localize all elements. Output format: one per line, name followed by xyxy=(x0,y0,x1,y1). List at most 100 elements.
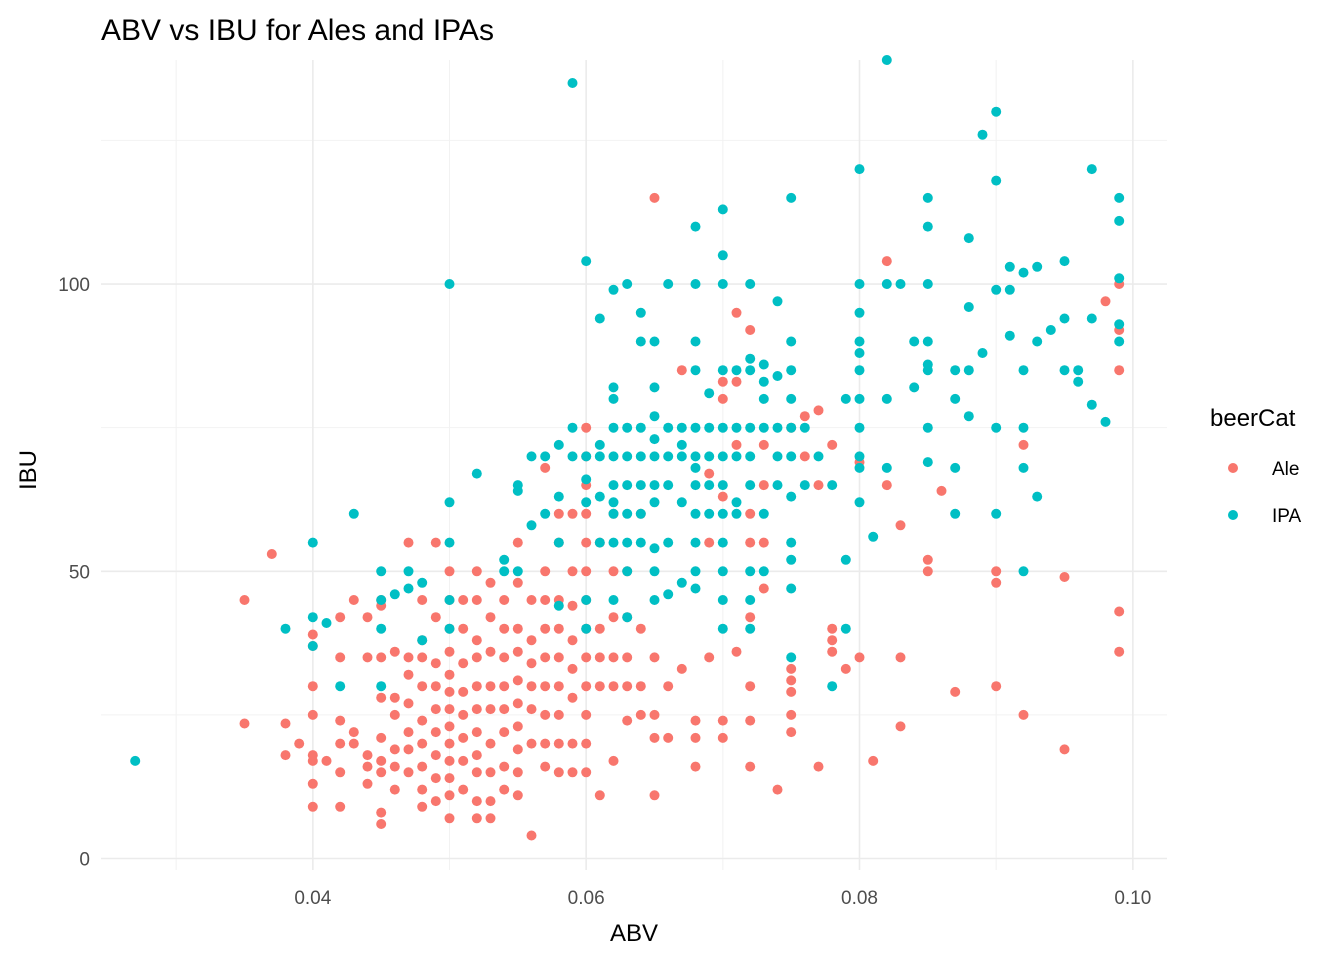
data-point-ale xyxy=(403,727,414,738)
data-point-ipa xyxy=(417,635,428,646)
data-point-ale xyxy=(444,738,455,749)
data-point-ale xyxy=(444,773,455,784)
data-point-ipa xyxy=(1018,365,1029,376)
data-point-ipa xyxy=(1018,462,1029,473)
data-point-ipa xyxy=(581,595,592,605)
data-point-ipa xyxy=(745,422,756,433)
data-point-ale xyxy=(704,537,715,548)
data-point-ale xyxy=(1114,365,1125,376)
data-point-ipa xyxy=(663,422,674,433)
data-point-ipa xyxy=(745,353,756,364)
data-point-ipa xyxy=(553,600,564,611)
data-point-ipa xyxy=(594,439,605,450)
data-point-ale xyxy=(403,744,414,755)
data-point-ipa xyxy=(608,284,619,295)
data-point-ale xyxy=(553,681,564,692)
data-point-ale xyxy=(1100,296,1111,307)
data-point-ale xyxy=(499,784,510,795)
data-point-ale xyxy=(717,376,728,387)
data-point-ipa xyxy=(840,554,851,565)
data-points xyxy=(130,55,1125,841)
data-point-ale xyxy=(389,646,400,657)
data-point-ipa xyxy=(786,491,797,502)
data-point-ipa xyxy=(772,480,783,491)
data-point-ipa xyxy=(663,451,674,462)
data-point-ale xyxy=(758,439,769,450)
data-point-ale xyxy=(540,566,551,577)
data-point-ale xyxy=(458,709,469,720)
data-point-ipa xyxy=(471,468,482,479)
data-point-ale xyxy=(444,566,455,577)
data-point-ipa xyxy=(922,365,933,376)
data-point-ipa xyxy=(130,755,141,766)
data-point-ipa xyxy=(704,451,715,462)
data-point-ipa xyxy=(704,480,715,491)
data-point-ale xyxy=(376,652,387,663)
data-point-ipa xyxy=(963,302,974,312)
data-point-ale xyxy=(348,595,359,605)
legend-title: beerCat xyxy=(1210,405,1296,432)
data-point-ale xyxy=(280,750,291,761)
data-point-ipa xyxy=(608,537,619,548)
data-point-ale xyxy=(417,761,428,772)
data-point-ipa xyxy=(499,554,510,565)
data-point-ipa xyxy=(758,508,769,519)
data-point-ale xyxy=(376,767,387,778)
data-point-ale xyxy=(827,623,838,634)
data-point-ale xyxy=(553,623,564,634)
data-point-ale xyxy=(376,755,387,766)
data-point-ale xyxy=(608,566,619,577)
data-point-ipa xyxy=(376,681,387,692)
data-point-ipa xyxy=(307,537,318,548)
data-point-ale xyxy=(444,721,455,732)
data-point-ale xyxy=(1114,646,1125,657)
data-point-ipa xyxy=(663,480,674,491)
data-point-ale xyxy=(499,623,510,634)
data-point-ipa xyxy=(868,531,879,542)
data-point-ale xyxy=(417,738,428,749)
data-point-ale xyxy=(376,819,387,829)
data-point-ipa xyxy=(526,451,537,462)
data-point-ale xyxy=(499,595,510,605)
data-point-ipa xyxy=(745,480,756,491)
data-point-ipa xyxy=(786,365,797,376)
data-point-ale xyxy=(567,635,578,646)
data-point-ipa xyxy=(840,393,851,404)
data-point-ipa xyxy=(512,566,523,577)
data-point-ipa xyxy=(553,537,564,548)
data-point-ipa xyxy=(444,537,455,548)
data-point-ipa xyxy=(745,566,756,577)
data-point-ale xyxy=(280,718,291,729)
data-point-ipa xyxy=(799,480,810,491)
data-point-ale xyxy=(430,704,441,715)
data-point-ale xyxy=(444,686,455,697)
data-point-ale xyxy=(649,652,660,663)
data-point-ale xyxy=(471,595,482,605)
data-point-ale xyxy=(704,652,715,663)
data-point-ipa xyxy=(581,451,592,462)
data-point-ale xyxy=(581,738,592,749)
data-point-ale xyxy=(403,698,414,709)
legend: beerCat Ale IPA xyxy=(1210,405,1302,527)
data-point-ale xyxy=(608,681,619,692)
data-point-ale xyxy=(540,761,551,772)
data-point-ale xyxy=(717,393,728,404)
data-point-ipa xyxy=(991,508,1002,519)
data-point-ale xyxy=(594,790,605,801)
data-point-ipa xyxy=(635,307,646,318)
data-point-ale xyxy=(1018,709,1029,720)
data-point-ale xyxy=(307,629,318,640)
data-point-ipa xyxy=(1073,376,1084,387)
data-point-ipa xyxy=(499,566,510,577)
data-point-ale xyxy=(840,663,851,674)
data-point-ale xyxy=(294,738,305,749)
data-point-ipa xyxy=(772,296,783,307)
data-point-ale xyxy=(266,549,277,559)
data-point-ipa xyxy=(909,336,920,347)
data-point-ipa xyxy=(731,497,742,508)
data-point-ale xyxy=(471,635,482,646)
data-point-ale xyxy=(430,796,441,807)
data-point-ipa xyxy=(786,393,797,404)
data-point-ale xyxy=(813,761,824,772)
data-point-ale xyxy=(444,646,455,657)
